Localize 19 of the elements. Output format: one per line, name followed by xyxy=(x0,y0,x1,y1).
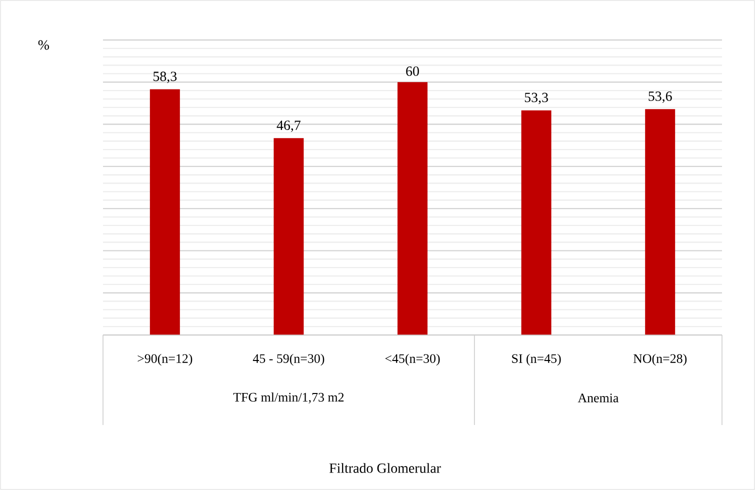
x-tick-label: 45 - 59(n=30) xyxy=(252,354,324,366)
bar xyxy=(645,109,676,335)
data-label: 53,6 xyxy=(648,92,672,103)
x-tick-label: SI (n=45) xyxy=(512,354,561,366)
y-axis-title: % xyxy=(38,40,49,50)
bar xyxy=(150,89,180,335)
text: Filtrado Glomerular xyxy=(329,463,441,473)
text: Anemia xyxy=(578,394,619,402)
x-tick-label: NO(n=28) xyxy=(633,354,687,366)
bar xyxy=(398,82,428,335)
x-tick-label: <45(n=30) xyxy=(385,354,440,366)
data-label: 60 xyxy=(406,66,419,76)
bar xyxy=(274,138,304,335)
bar xyxy=(521,110,552,335)
data-label: 46,7 xyxy=(276,120,301,132)
data-label: 53,3 xyxy=(524,92,548,104)
data-label: 58,3 xyxy=(154,72,177,84)
text: TFG ml/min/1,73 m2 xyxy=(233,392,344,404)
x-tick-label: >90(n=12) xyxy=(138,354,192,366)
